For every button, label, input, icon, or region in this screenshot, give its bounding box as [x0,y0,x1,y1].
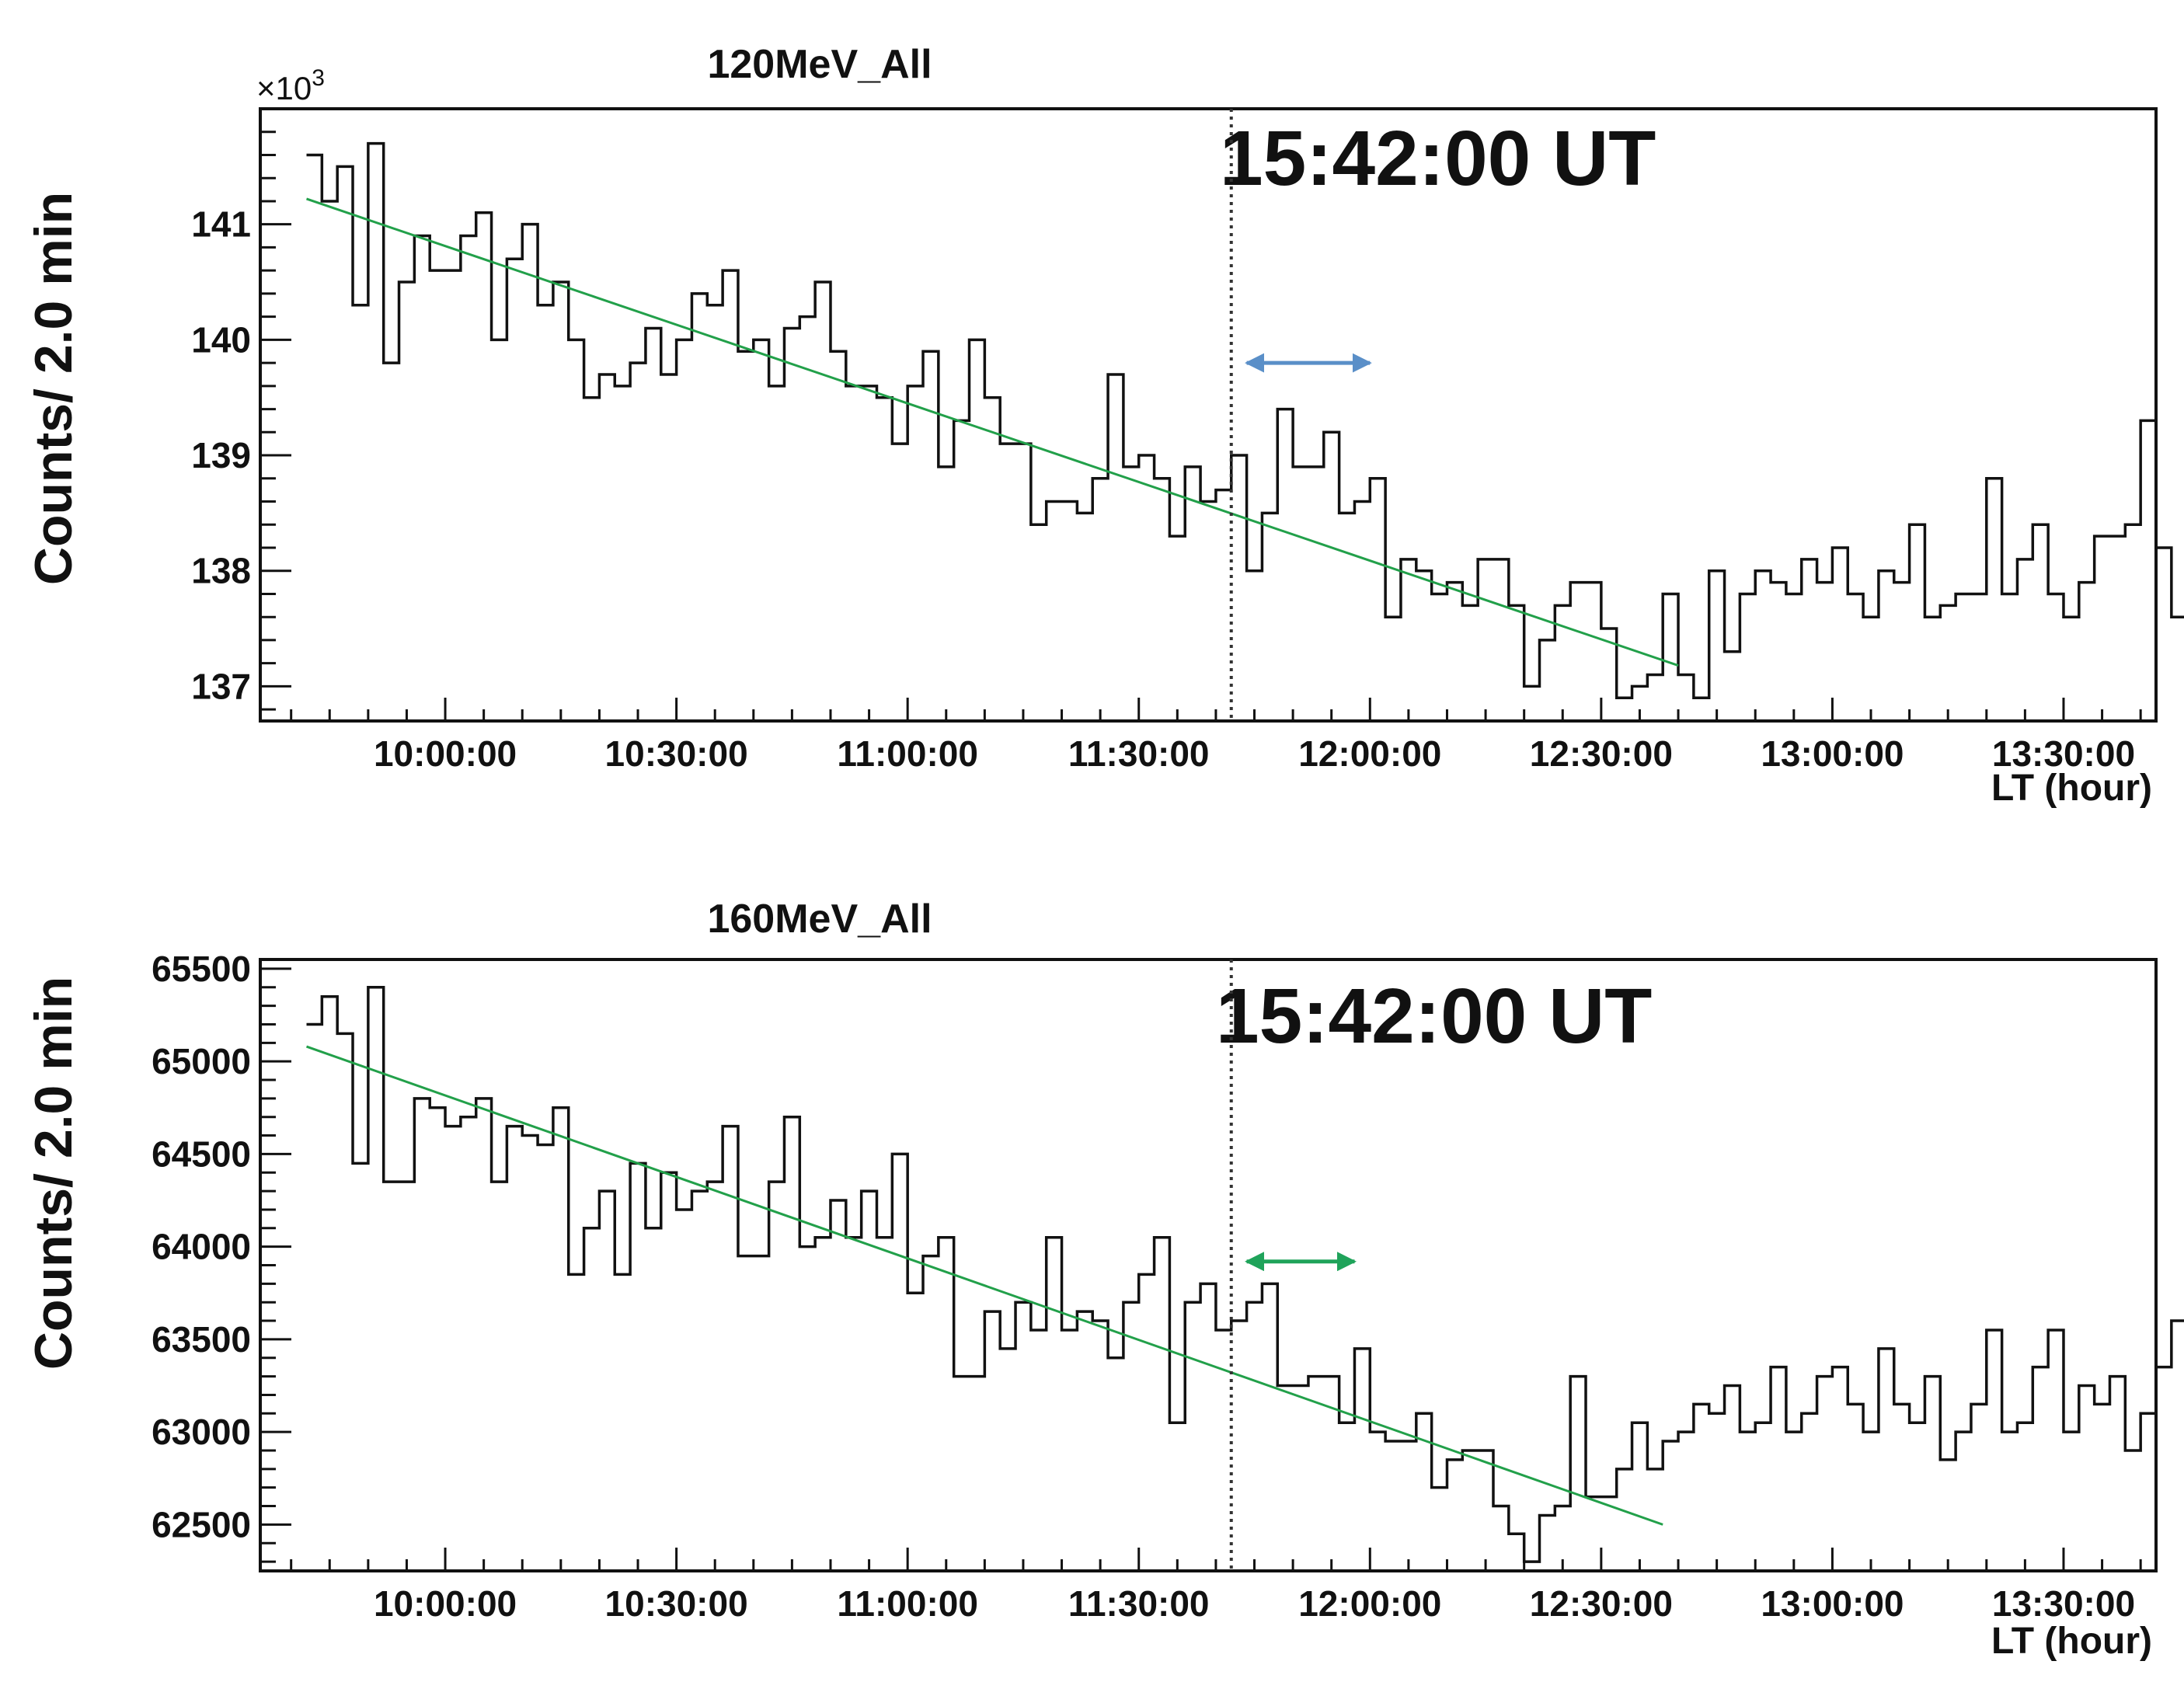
y-tick-label: 65000 [152,1041,251,1081]
y-tick-label: 138 [191,551,251,591]
x-tick-label: 13:30:00 [1992,733,2135,774]
chart-panel-120mev: 120MeV_All Counts/ 2.0 min ×103 15:42:00… [24,42,2184,809]
y-tick-label: 64000 [152,1227,251,1267]
histogram-line [306,986,2184,1563]
x-tick-label: 13:30:00 [1992,1583,2135,1624]
y-tick-label: 63000 [152,1412,251,1452]
x-tick-label: 13:00:00 [1761,1583,1904,1624]
chart-title: 160MeV_All [707,897,932,942]
x-tick-label: 13:00:00 [1761,733,1904,774]
y-tick-label: 141 [191,204,251,245]
plot-frame [259,107,2158,723]
x-axis-title: LT (hour) [1991,1621,2152,1662]
y-axis-title: Counts/ 2.0 min [24,977,83,1370]
x-tick-label: 12:30:00 [1530,1583,1673,1624]
x-tick-label: 12:00:00 [1298,1583,1441,1624]
x-axis-title: LT (hour) [1991,768,2152,809]
chart-title: 120MeV_All [707,42,932,87]
y-tick-label: 64500 [152,1134,251,1174]
y-tick-label: 140 [191,319,251,360]
histogram-line [306,141,2184,700]
x-tick-label: 11:30:00 [1068,733,1210,774]
y-axis-title: Counts/ 2.0 min [24,192,83,585]
x-tick-label: 10:30:00 [605,1583,748,1624]
y-tick-label: 65500 [152,949,251,989]
plot-frame [259,958,2158,1572]
fit-line [306,1045,1663,1526]
chart-panel-160mev: 160MeV_All Counts/ 2.0 min 15:42:00 UT L… [24,897,2184,1662]
x-tick-label: 10:30:00 [605,733,748,774]
y-tick-label: 139 [191,435,251,475]
x-tick-label: 11:30:00 [1068,1583,1210,1624]
x-tick-label: 12:00:00 [1298,733,1441,774]
y-tick-label: 62500 [152,1504,251,1544]
x-tick-label: 12:30:00 [1530,733,1673,774]
time-annotation: 15:42:00 UT [1216,973,1652,1060]
y-tick-label: 137 [191,666,251,706]
x-tick-label: 10:00:00 [374,733,517,774]
x-tick-label: 10:00:00 [374,1583,517,1624]
fit-line [306,197,1679,667]
time-annotation: 15:42:00 UT [1220,115,1656,202]
x-tick-label: 11:00:00 [837,733,978,774]
y-axis-multiplier: ×103 [256,65,325,106]
y-tick-label: 63500 [152,1319,251,1360]
x-tick-label: 11:00:00 [837,1583,978,1624]
